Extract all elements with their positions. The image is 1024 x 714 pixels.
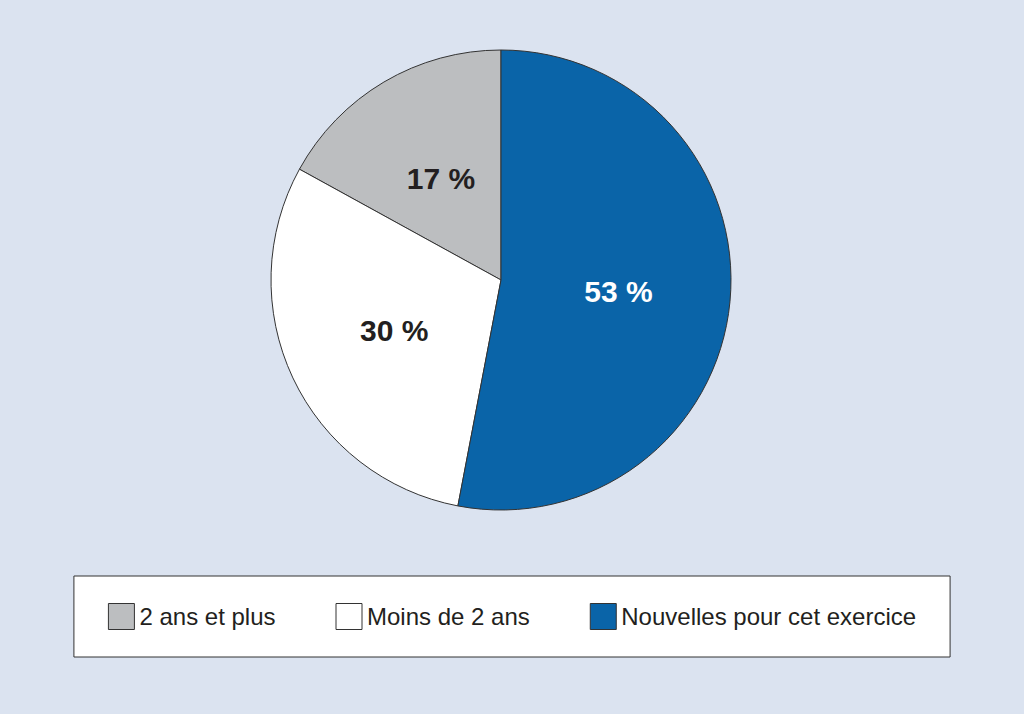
- svg-text:30 %: 30 %: [360, 314, 428, 347]
- svg-text:17 %: 17 %: [407, 162, 475, 195]
- svg-text:53 %: 53 %: [584, 275, 652, 308]
- svg-text:Moins de 2 ans: Moins de 2 ans: [367, 603, 530, 630]
- svg-text:2 ans et plus: 2 ans et plus: [139, 603, 275, 630]
- svg-text:Nouvelles pour cet exercice: Nouvelles pour cet exercice: [621, 603, 916, 630]
